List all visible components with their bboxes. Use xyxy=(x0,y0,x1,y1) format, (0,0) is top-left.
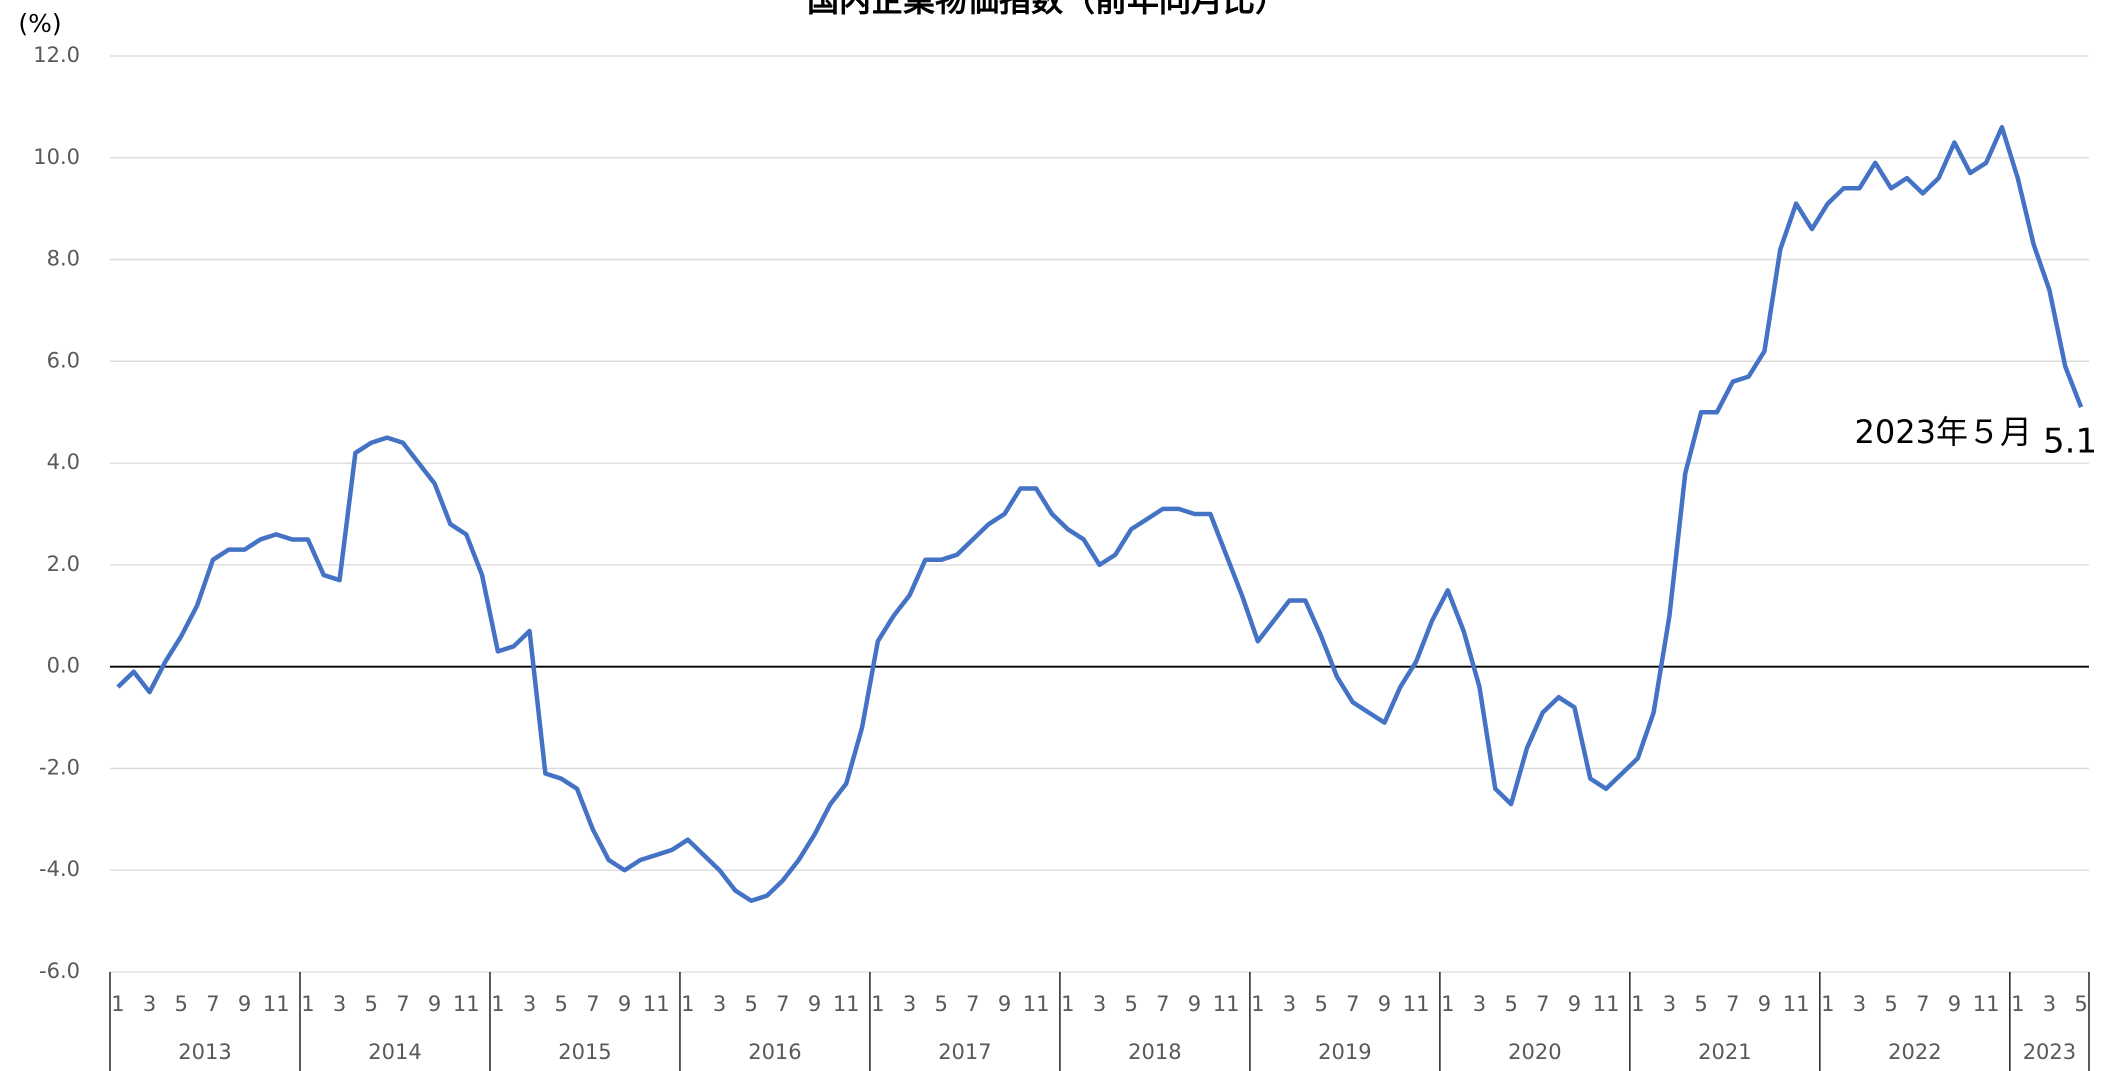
x-tick-label: 9 xyxy=(428,992,441,1016)
value-label: 5.1 xyxy=(2043,422,2097,462)
x-tick-label: 3 xyxy=(1853,992,1866,1016)
x-group-label: 2013 xyxy=(178,1040,231,1064)
x-group-label: 2022 xyxy=(1888,1040,1941,1064)
x-tick-label: 1 xyxy=(1251,992,1264,1016)
x-tick-label: 3 xyxy=(523,992,536,1016)
x-tick-label: 11 xyxy=(1593,992,1620,1016)
y-tick-label: 12.0 xyxy=(33,43,80,67)
x-tick-label: 1 xyxy=(1821,992,1834,1016)
y-tick-label: 2.0 xyxy=(47,552,80,576)
x-group-label: 2017 xyxy=(938,1040,991,1064)
x-group-label: 2019 xyxy=(1318,1040,1371,1064)
x-tick-label: 11 xyxy=(833,992,860,1016)
x-tick-label: 1 xyxy=(681,992,694,1016)
x-tick-label: 7 xyxy=(586,992,599,1016)
x-tick-label: 11 xyxy=(453,992,480,1016)
x-tick-label: 3 xyxy=(903,992,916,1016)
x-tick-label: 3 xyxy=(1283,992,1296,1016)
x-group-label: 2020 xyxy=(1508,1040,1561,1064)
x-tick-label: 3 xyxy=(2043,992,2056,1016)
x-tick-label: 7 xyxy=(1536,992,1549,1016)
x-tick-label: 7 xyxy=(1726,992,1739,1016)
x-tick-label: 3 xyxy=(143,992,156,1016)
x-tick-label: 5 xyxy=(745,992,758,1016)
x-tick-label: 1 xyxy=(1631,992,1644,1016)
x-tick-label: 3 xyxy=(713,992,726,1016)
x-tick-label: 7 xyxy=(1916,992,1929,1016)
y-tick-label: 10.0 xyxy=(33,145,80,169)
x-tick-label: 9 xyxy=(808,992,821,1016)
y-tick-label: 6.0 xyxy=(47,348,80,372)
x-tick-label: 7 xyxy=(966,992,979,1016)
x-tick-label: 9 xyxy=(1948,992,1961,1016)
x-tick-label: 9 xyxy=(1188,992,1201,1016)
x-tick-label: 5 xyxy=(555,992,568,1016)
x-tick-label: 3 xyxy=(1093,992,1106,1016)
x-tick-label: 11 xyxy=(643,992,670,1016)
chart-title: 国内企業物価指数（前年同月比） xyxy=(807,0,1287,19)
x-tick-label: 1 xyxy=(111,992,124,1016)
x-tick-label: 9 xyxy=(998,992,1011,1016)
x-tick-label: 1 xyxy=(2011,992,2024,1016)
x-tick-label: 3 xyxy=(333,992,346,1016)
y-tick-label: 4.0 xyxy=(47,450,80,474)
x-tick-label: 9 xyxy=(618,992,631,1016)
data-line xyxy=(116,124,2084,904)
x-tick-label: 1 xyxy=(301,992,314,1016)
x-tick-label: 5 xyxy=(2074,992,2087,1016)
x-tick-label: 11 xyxy=(1023,992,1050,1016)
x-tick-label: 11 xyxy=(1973,992,2000,1016)
x-group-label: 2014 xyxy=(368,1040,421,1064)
y-tick-label: -4.0 xyxy=(39,857,80,881)
x-tick-label: 9 xyxy=(238,992,251,1016)
x-tick-label: 5 xyxy=(175,992,188,1016)
x-tick-label: 1 xyxy=(491,992,504,1016)
x-tick-label: 7 xyxy=(776,992,789,1016)
x-tick-label: 3 xyxy=(1663,992,1676,1016)
x-tick-label: 9 xyxy=(1568,992,1581,1016)
x-tick-label: 5 xyxy=(1314,992,1327,1016)
x-tick-label: 5 xyxy=(1504,992,1517,1016)
x-tick-label: 5 xyxy=(934,992,947,1016)
x-tick-label: 11 xyxy=(1213,992,1240,1016)
x-tick-label: 7 xyxy=(206,992,219,1016)
x-tick-label: 1 xyxy=(871,992,884,1016)
x-tick-label: 5 xyxy=(1124,992,1137,1016)
x-tick-label: 7 xyxy=(1346,992,1359,1016)
x-tick-label: 1 xyxy=(1061,992,1074,1016)
x-tick-label: 5 xyxy=(1884,992,1897,1016)
y-tick-label: 0.0 xyxy=(47,654,80,678)
x-tick-label: 5 xyxy=(1694,992,1707,1016)
x-group-label: 2016 xyxy=(748,1040,801,1064)
x-group-label: 2021 xyxy=(1698,1040,1751,1064)
y-tick-label: -6.0 xyxy=(39,959,80,983)
x-tick-label: 11 xyxy=(263,992,290,1016)
y-tick-label: 8.0 xyxy=(47,247,80,271)
x-group-label: 2015 xyxy=(558,1040,611,1064)
x-tick-label: 3 xyxy=(1473,992,1486,1016)
x-tick-label: 11 xyxy=(1403,992,1430,1016)
annotation: 2023年５月 xyxy=(1855,413,2032,451)
x-tick-label: 11 xyxy=(1783,992,1810,1016)
x-group-label: 2023 xyxy=(2023,1040,2076,1064)
x-tick-label: 7 xyxy=(1156,992,1169,1016)
y-tick-label: -2.0 xyxy=(39,755,80,779)
x-tick-label: 9 xyxy=(1758,992,1771,1016)
x-tick-label: 5 xyxy=(365,992,378,1016)
x-tick-label: 1 xyxy=(1441,992,1454,1016)
x-tick-label: 9 xyxy=(1378,992,1391,1016)
y-unit: (%) xyxy=(18,9,61,38)
x-tick-label: 7 xyxy=(396,992,409,1016)
x-group-label: 2018 xyxy=(1128,1040,1181,1064)
